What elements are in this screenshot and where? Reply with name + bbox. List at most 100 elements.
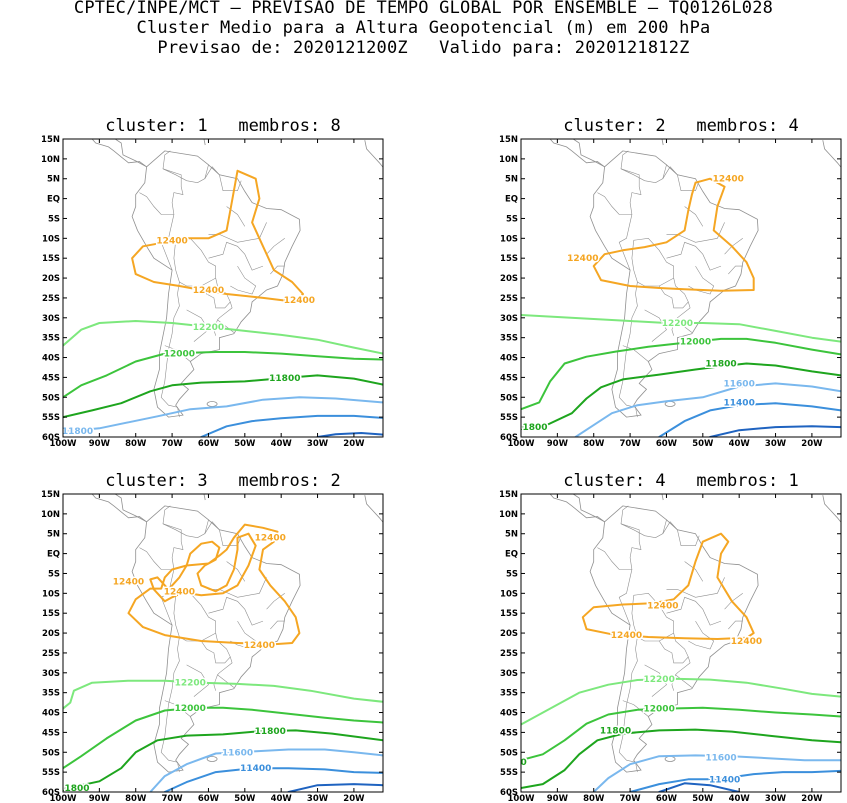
- country-border: [728, 620, 743, 630]
- island-falklands: [206, 401, 218, 407]
- country-border: [208, 596, 264, 626]
- contour-label: 12200: [193, 323, 224, 333]
- lat-label: 20S: [42, 629, 60, 639]
- country-border: [139, 505, 184, 570]
- lon-label: 80W: [583, 439, 605, 449]
- country-border: [160, 281, 180, 418]
- lat-label: 10N: [499, 155, 518, 165]
- lon-label: 20W: [801, 794, 823, 803]
- contour-label: 12000: [644, 705, 675, 715]
- header-line-2: Cluster Medio para a Altura Geopotencial…: [136, 18, 711, 38]
- lon-label: 40W: [729, 439, 751, 449]
- country-border: [658, 278, 689, 309]
- contour-label: 11800: [58, 784, 89, 794]
- lat-label: 30S: [42, 669, 60, 679]
- panel-title: cluster: 1 membros: 8: [105, 116, 340, 136]
- lat-label: EQ: [47, 550, 60, 560]
- country-border: [230, 620, 257, 650]
- country-border: [618, 636, 638, 773]
- lat-label: 10S: [42, 234, 60, 244]
- lat-label: 50S: [500, 393, 518, 403]
- contour-label: 000: [508, 758, 527, 768]
- lon-label: 30W: [307, 794, 329, 803]
- coastline-central-america: [90, 494, 147, 523]
- lon-label: 70W: [161, 794, 183, 803]
- lat-label: 40S: [42, 354, 60, 364]
- contour-12400: [149, 532, 257, 603]
- lat-label: 5N: [47, 530, 60, 540]
- contour-label: 12200: [175, 679, 206, 689]
- country-border: [200, 633, 231, 664]
- lat-label: 60S: [500, 788, 518, 798]
- contour-label: 12400: [164, 587, 195, 597]
- country-border: [160, 569, 175, 626]
- contour-label: 12400: [244, 641, 275, 651]
- contour-label: 12400: [567, 254, 598, 264]
- lat-label: 25S: [500, 649, 518, 659]
- contour-label: 12400: [647, 601, 678, 611]
- country-border: [164, 700, 191, 717]
- lat-label: 15N: [41, 490, 60, 500]
- country-border: [666, 241, 722, 271]
- coastline-south-america: [589, 150, 759, 418]
- country-border: [186, 309, 209, 342]
- map-frame: [62, 138, 384, 438]
- country-border: [666, 596, 722, 626]
- lat-label: 45S: [500, 728, 518, 738]
- map-panel-3: 12400 12400 12400 12400 12200 12000 11800 11800…: [41, 471, 384, 803]
- contour-11600: [63, 396, 383, 433]
- coastline-south-america: [131, 505, 301, 773]
- lon-label: 60W: [656, 794, 678, 803]
- contour-label: 11600: [724, 379, 755, 389]
- country-border: [208, 222, 267, 243]
- lat-label: 5N: [505, 530, 518, 540]
- contour-12400: [581, 532, 755, 640]
- lon-label: 20W: [343, 794, 365, 803]
- country-border: [662, 166, 700, 191]
- lat-label: 15N: [41, 135, 60, 145]
- lat-label: 10S: [500, 589, 518, 599]
- country-border: [266, 238, 285, 255]
- lat-label: EQ: [47, 195, 60, 205]
- coastline-central-america: [548, 139, 605, 168]
- lat-label: 55S: [42, 413, 60, 423]
- contour-12400: [131, 169, 304, 303]
- contour-label: 11600: [222, 748, 253, 758]
- contour-11600: [592, 754, 841, 792]
- lat-label: 20S: [42, 274, 60, 284]
- lat-label: 10S: [500, 234, 518, 244]
- contour-label: 12000: [680, 338, 711, 348]
- panel-title: cluster: 3 membros: 2: [105, 471, 340, 491]
- country-border: [675, 301, 693, 333]
- lat-label: 50S: [500, 748, 518, 758]
- lat-label: 60S: [500, 433, 518, 443]
- contour-12200: [521, 677, 841, 726]
- coastline-central-america: [114, 139, 147, 168]
- lat-label: 60S: [42, 788, 60, 798]
- lat-label: 45S: [42, 728, 60, 738]
- panel-title: cluster: 4 membros: 1: [563, 471, 798, 491]
- country-border: [162, 519, 209, 539]
- lat-label: 45S: [500, 373, 518, 383]
- coastline-south-america: [589, 505, 759, 773]
- lat-label: 25S: [42, 649, 60, 659]
- lat-label: 20S: [500, 629, 518, 639]
- lon-label: 60W: [198, 439, 220, 449]
- lon-label: 50W: [234, 794, 256, 803]
- contour-label: 12000: [175, 704, 206, 714]
- lon-label: 90W: [89, 794, 111, 803]
- map-panel-2: 12400 12400 12200 12000 11800 11800 11600 11400…: [499, 116, 842, 449]
- country-border: [620, 164, 667, 184]
- lat-label: 10N: [41, 510, 60, 520]
- contour-11800: [63, 729, 383, 791]
- country-border: [666, 222, 725, 243]
- lat-label: 10N: [41, 155, 60, 165]
- country-border: [186, 664, 209, 697]
- coastline-caribbean: [661, 139, 664, 146]
- lat-label: 55S: [500, 768, 518, 778]
- lat-label: 40S: [500, 354, 518, 364]
- lon-label: 70W: [161, 439, 183, 449]
- lat-label: 10S: [42, 589, 60, 599]
- header-line-1: CPTEC/INPE/MCT – PREVISAO DE TEMPO GLOBA…: [73, 0, 774, 18]
